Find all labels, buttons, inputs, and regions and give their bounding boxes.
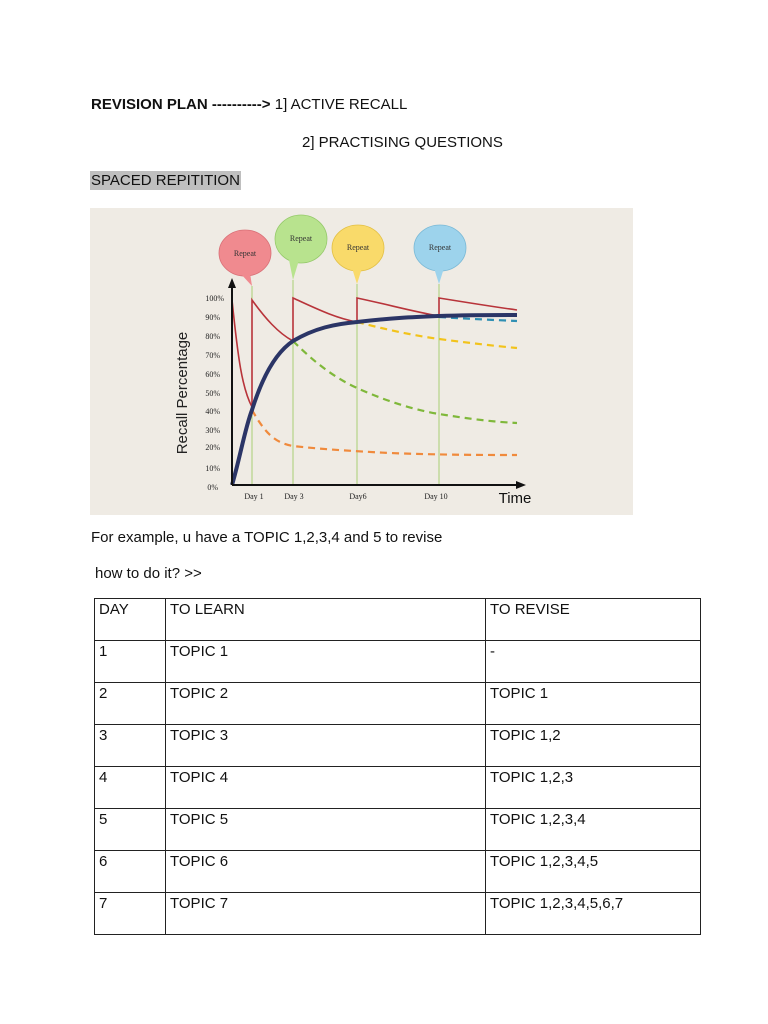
svg-text:Day 3: Day 3 <box>284 492 303 501</box>
table-row: 2 TOPIC 2 TOPIC 1 <box>94 682 701 725</box>
svg-text:80%: 80% <box>205 332 220 341</box>
question-text: how to do it? >> <box>95 565 202 582</box>
svg-text:60%: 60% <box>205 370 220 379</box>
active-recall-item: 1] ACTIVE RECALL <box>274 96 408 113</box>
cell-day: 2 <box>94 682 166 725</box>
spaced-repetition-chart: 100% 90% 80% 70% 60% 50% 40% 30% 20% 10%… <box>90 208 633 515</box>
example-text: For example, u have a TOPIC 1,2,3,4 and … <box>91 529 443 546</box>
table-row: 1 TOPIC 1 - <box>94 640 701 683</box>
svg-text:Repeat: Repeat <box>234 249 257 258</box>
cell-to-learn: TOPIC 6 <box>165 850 486 893</box>
cell-to-revise: TOPIC 1,2,3,4,5,6,7 <box>485 892 701 935</box>
table-row: 5 TOPIC 5 TOPIC 1,2,3,4 <box>94 808 701 851</box>
svg-text:Repeat: Repeat <box>429 243 452 252</box>
cell-to-learn: TOPIC 5 <box>165 808 486 851</box>
svg-text:Repeat: Repeat <box>290 234 313 243</box>
svg-text:50%: 50% <box>205 389 220 398</box>
header-to-revise: TO REVISE <box>485 598 701 641</box>
cell-to-learn: TOPIC 7 <box>165 892 486 935</box>
section-label: SPACED REPITITION <box>90 171 241 190</box>
cell-to-learn: TOPIC 3 <box>165 724 486 767</box>
cell-to-learn: TOPIC 2 <box>165 682 486 725</box>
cell-to-revise: TOPIC 1,2,3,4,5 <box>485 850 701 893</box>
cell-day: 7 <box>94 892 166 935</box>
table-row: 3 TOPIC 3 TOPIC 1,2 <box>94 724 701 767</box>
revision-schedule-table: DAY TO LEARN TO REVISE 1 TOPIC 1 - 2 TOP… <box>94 598 701 935</box>
cell-to-revise: TOPIC 1,2 <box>485 724 701 767</box>
practising-questions-item: 2] PRACTISING QUESTIONS <box>302 134 503 151</box>
table-header-row: DAY TO LEARN TO REVISE <box>94 598 701 641</box>
cell-to-learn: TOPIC 4 <box>165 766 486 809</box>
cell-to-revise: - <box>485 640 701 683</box>
svg-text:70%: 70% <box>205 351 220 360</box>
cell-day: 1 <box>94 640 166 683</box>
cell-day: 4 <box>94 766 166 809</box>
svg-text:0%: 0% <box>207 483 218 492</box>
svg-text:100%: 100% <box>205 294 224 303</box>
cell-day: 6 <box>94 850 166 893</box>
table-row: 4 TOPIC 4 TOPIC 1,2,3 <box>94 766 701 809</box>
svg-text:40%: 40% <box>205 407 220 416</box>
table-row: 7 TOPIC 7 TOPIC 1,2,3,4,5,6,7 <box>94 892 701 935</box>
svg-text:Recall Percentage: Recall Percentage <box>174 332 191 455</box>
cell-to-learn: TOPIC 1 <box>165 640 486 683</box>
header-to-learn: TO LEARN <box>165 598 486 641</box>
svg-text:Time: Time <box>499 490 532 507</box>
svg-text:Day 1: Day 1 <box>244 492 263 501</box>
table-row: 6 TOPIC 6 TOPIC 1,2,3,4,5 <box>94 850 701 893</box>
cell-day: 3 <box>94 724 166 767</box>
svg-text:90%: 90% <box>205 313 220 322</box>
spaced-repetition-highlight: SPACED REPITITION <box>90 171 241 190</box>
cell-to-revise: TOPIC 1,2,3 <box>485 766 701 809</box>
cell-day: 5 <box>94 808 166 851</box>
svg-text:20%: 20% <box>205 443 220 452</box>
cell-to-revise: TOPIC 1,2,3,4 <box>485 808 701 851</box>
svg-text:Repeat: Repeat <box>347 243 370 252</box>
svg-text:30%: 30% <box>205 426 220 435</box>
svg-text:10%: 10% <box>205 464 220 473</box>
header-day: DAY <box>94 598 166 641</box>
revision-plan-line: REVISION PLAN ----------> 1] ACTIVE RECA… <box>91 96 407 113</box>
svg-text:Day 10: Day 10 <box>424 492 447 501</box>
revision-plan-title: REVISION PLAN ----------> <box>91 96 271 113</box>
cell-to-revise: TOPIC 1 <box>485 682 701 725</box>
svg-text:Day6: Day6 <box>349 492 366 501</box>
